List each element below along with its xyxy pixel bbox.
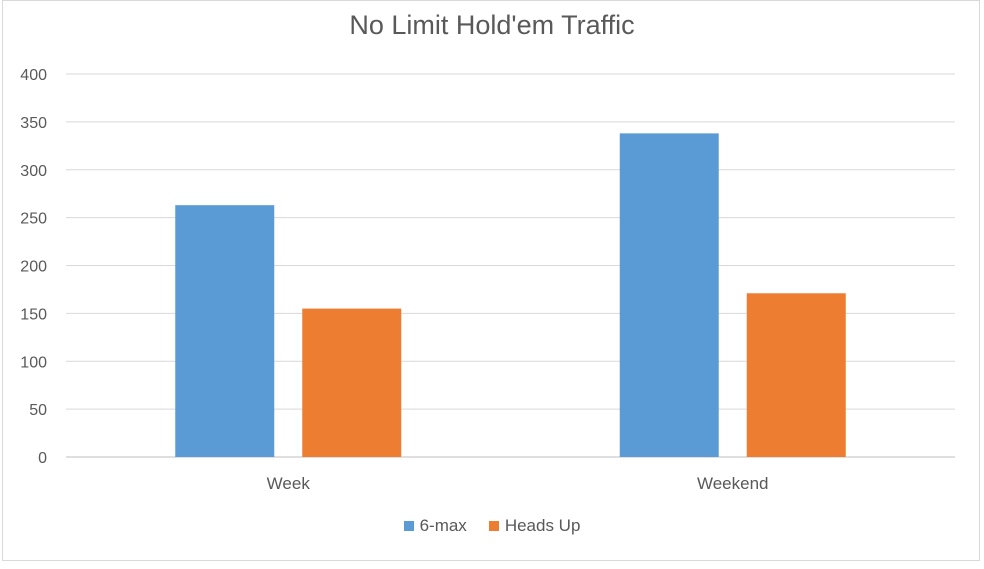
bar-heads-up-weekend	[746, 293, 846, 457]
y-tick-label-150: 150	[20, 306, 47, 323]
y-tick-label-400: 400	[20, 67, 47, 84]
legend-item-heads-up: Heads Up	[488, 516, 581, 536]
chart-title: No Limit Hold'em Traffic	[349, 10, 635, 40]
legend-label-6-max: 6-max	[419, 516, 467, 535]
x-category-label-weekend: Weekend	[697, 474, 769, 493]
y-tick-label-200: 200	[20, 259, 47, 276]
y-tick-label-350: 350	[20, 115, 47, 132]
bar-6-max-week	[175, 205, 275, 457]
y-tick-label-250: 250	[20, 211, 47, 228]
y-tick-label-300: 300	[20, 163, 47, 180]
y-tick-label-0: 0	[38, 450, 47, 467]
bar-6-max-weekend	[619, 133, 719, 458]
legend-swatch-6-max	[403, 521, 414, 531]
legend-label-heads-up: Heads Up	[504, 516, 581, 535]
bar-heads-up-week	[302, 308, 402, 457]
y-tick-label-100: 100	[20, 354, 47, 371]
legend-swatch-heads-up	[488, 521, 499, 531]
y-tick-label-50: 50	[29, 402, 47, 419]
legend: 6-max Heads Up	[0, 516, 984, 536]
legend-item-6-max: 6-max	[403, 516, 467, 536]
x-category-label-week: Week	[267, 474, 311, 493]
chart-frame	[2, 0, 980, 561]
